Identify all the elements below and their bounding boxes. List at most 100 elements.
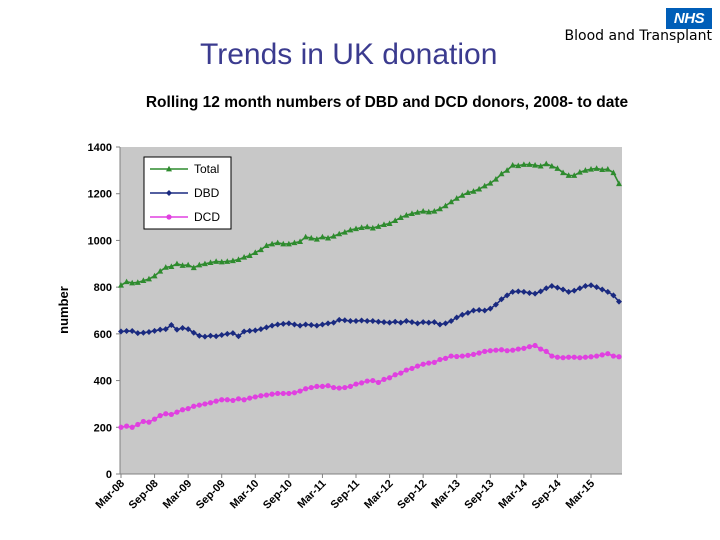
data-point-dcd: [403, 367, 409, 373]
data-point-total: [358, 224, 365, 230]
data-point-total: [224, 258, 231, 264]
data-point-dcd: [241, 397, 247, 403]
data-point-dcd: [140, 418, 146, 425]
data-point-dbd: [145, 328, 152, 335]
y-axis-label: number: [56, 286, 71, 334]
data-point-total: [173, 260, 180, 267]
data-point-dcd: [381, 376, 387, 383]
data-point-dbd: [431, 319, 438, 326]
data-point-dcd: [375, 379, 381, 386]
data-point-total: [408, 210, 415, 216]
data-point-dcd: [554, 354, 561, 360]
data-point-dcd: [179, 407, 186, 413]
data-point-dbd: [509, 288, 516, 295]
y-tick-label: 1000: [88, 235, 112, 247]
data-point-dcd: [286, 390, 292, 397]
data-point-dcd: [151, 416, 158, 422]
data-point-total: [140, 277, 147, 284]
data-point-dbd: [593, 284, 600, 291]
data-point-dcd: [308, 384, 314, 391]
data-point-dcd: [303, 386, 309, 392]
data-point-total: [241, 254, 248, 260]
data-point-dcd: [146, 419, 152, 425]
data-point-dcd: [353, 381, 359, 387]
data-point-total: [118, 282, 124, 288]
data-point-dcd: [398, 370, 404, 376]
data-point-dbd: [196, 332, 203, 339]
data-point-dbd: [129, 328, 136, 335]
data-point-dcd: [213, 398, 219, 404]
y-tick-label: 1200: [88, 189, 112, 201]
data-point-total: [403, 212, 410, 218]
data-point-total: [526, 161, 533, 167]
data-point-total: [616, 180, 622, 187]
x-tick-label: Sep-14: [530, 477, 565, 512]
data-point-dbd: [537, 288, 544, 295]
data-point-dbd: [576, 285, 583, 292]
data-point-dbd: [464, 309, 471, 316]
data-point-dbd: [269, 322, 276, 329]
data-point-dbd: [604, 288, 611, 295]
data-point-dbd: [330, 319, 337, 326]
data-point-dcd: [123, 423, 130, 429]
data-point-dbd: [364, 318, 371, 325]
data-point-dbd: [151, 327, 158, 334]
data-point-dbd: [448, 318, 455, 325]
data-point-dbd: [140, 329, 147, 336]
data-point-dcd: [431, 359, 437, 365]
data-point-dbd: [291, 321, 298, 328]
data-point-total: [593, 165, 600, 171]
x-tick-label: Mar-08: [94, 478, 128, 512]
data-point-dcd: [426, 360, 432, 366]
data-point-dbd: [308, 321, 315, 328]
data-point-dcd: [526, 344, 533, 350]
data-point-dbd: [487, 305, 494, 312]
data-point-total: [515, 162, 522, 169]
legend: Total DBD DCD: [143, 156, 232, 230]
data-point-dbd: [380, 319, 387, 326]
data-point-dbd: [610, 292, 617, 299]
data-point-total: [336, 230, 343, 237]
data-point-dbd: [498, 296, 505, 303]
y-ticks: 0 200 400 600 800 1000 1200 1400: [88, 142, 120, 481]
data-point-dbd: [280, 320, 287, 327]
data-point-total: [588, 165, 595, 172]
y-tick-label: 800: [94, 282, 112, 294]
legend-label-dcd: DCD: [194, 210, 220, 224]
data-point-dcd: [442, 355, 449, 361]
data-point-total: [185, 261, 192, 268]
data-point-dcd: [493, 347, 499, 353]
data-point-dbd: [224, 330, 231, 337]
data-point-total: [504, 167, 511, 173]
data-point-dcd: [157, 413, 163, 419]
data-point-dcd: [202, 401, 208, 407]
data-point-dcd: [420, 361, 426, 367]
data-point-dbd: [481, 307, 488, 314]
data-point-dbd: [190, 329, 197, 336]
data-point-dcd: [538, 346, 544, 352]
data-point-dbd: [218, 332, 225, 339]
data-point-dcd: [588, 354, 594, 360]
data-point-total: [213, 258, 220, 264]
data-point-dbd: [532, 290, 539, 297]
data-point-dcd: [235, 396, 242, 402]
data-point-total: [269, 240, 276, 247]
x-tick-label: Mar-13: [429, 478, 463, 512]
data-point-total: [252, 249, 259, 255]
data-point-dcd: [414, 363, 421, 369]
data-point-total: [476, 185, 483, 192]
data-point-total: [179, 262, 186, 268]
data-point-dcd: [515, 346, 521, 352]
x-tick-label: Mar-10: [228, 478, 262, 512]
data-point-dbd: [408, 319, 415, 326]
x-tick-label: Mar-15: [564, 478, 598, 512]
data-point-total: [157, 268, 164, 274]
data-point-dcd: [219, 397, 225, 403]
data-point-total: [274, 239, 281, 246]
data-point-dcd: [448, 353, 454, 359]
y-tick-label: 400: [94, 376, 112, 388]
data-point-dbd: [386, 319, 393, 326]
series-dcd: [118, 342, 622, 430]
data-point-total: [509, 162, 516, 168]
data-point-dbd: [414, 320, 421, 327]
